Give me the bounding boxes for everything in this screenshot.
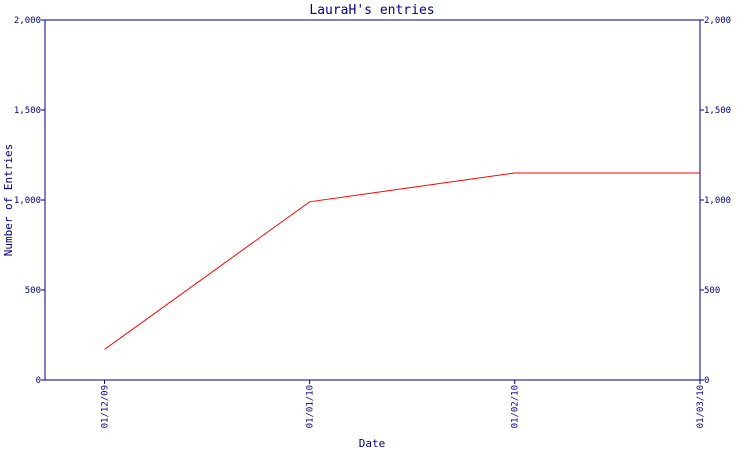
y-tick-right-label: 1,500 [704, 106, 731, 116]
x-tick-label: 01/01/10 [306, 385, 316, 428]
y-tick-left-label: 0 [36, 376, 41, 386]
y-ticks-right: 0 500 1,000 1,500 2,000 [700, 16, 731, 386]
y-axis-label: Number of Entries [2, 144, 15, 257]
x-tick-label: 01/12/09 [101, 385, 111, 428]
y-ticks-left: 0 500 1,000 1,500 2,000 [14, 16, 45, 386]
x-tick-label: 01/02/10 [511, 385, 521, 428]
series-line [104, 172, 700, 350]
y-tick-left-label: 1,000 [14, 196, 41, 206]
x-ticks: 01/12/09 01/01/10 01/02/10 01/03/10 [101, 380, 706, 428]
x-tick-label: 01/03/10 [696, 385, 706, 428]
y-tick-right-label: 1,000 [704, 196, 731, 206]
y-tick-right-label: 2,000 [704, 16, 731, 26]
plot-area [44, 19, 701, 381]
y-tick-right-label: 0 [704, 376, 709, 386]
y-tick-right-label: 500 [704, 286, 720, 296]
y-tick-left-label: 500 [25, 286, 41, 296]
x-axis-label: Date [359, 437, 386, 450]
y-tick-left-label: 1,500 [14, 106, 41, 116]
chart-title: LauraH's entries [309, 3, 434, 18]
series-layer [104, 172, 700, 350]
y-tick-left-label: 2,000 [14, 16, 41, 26]
